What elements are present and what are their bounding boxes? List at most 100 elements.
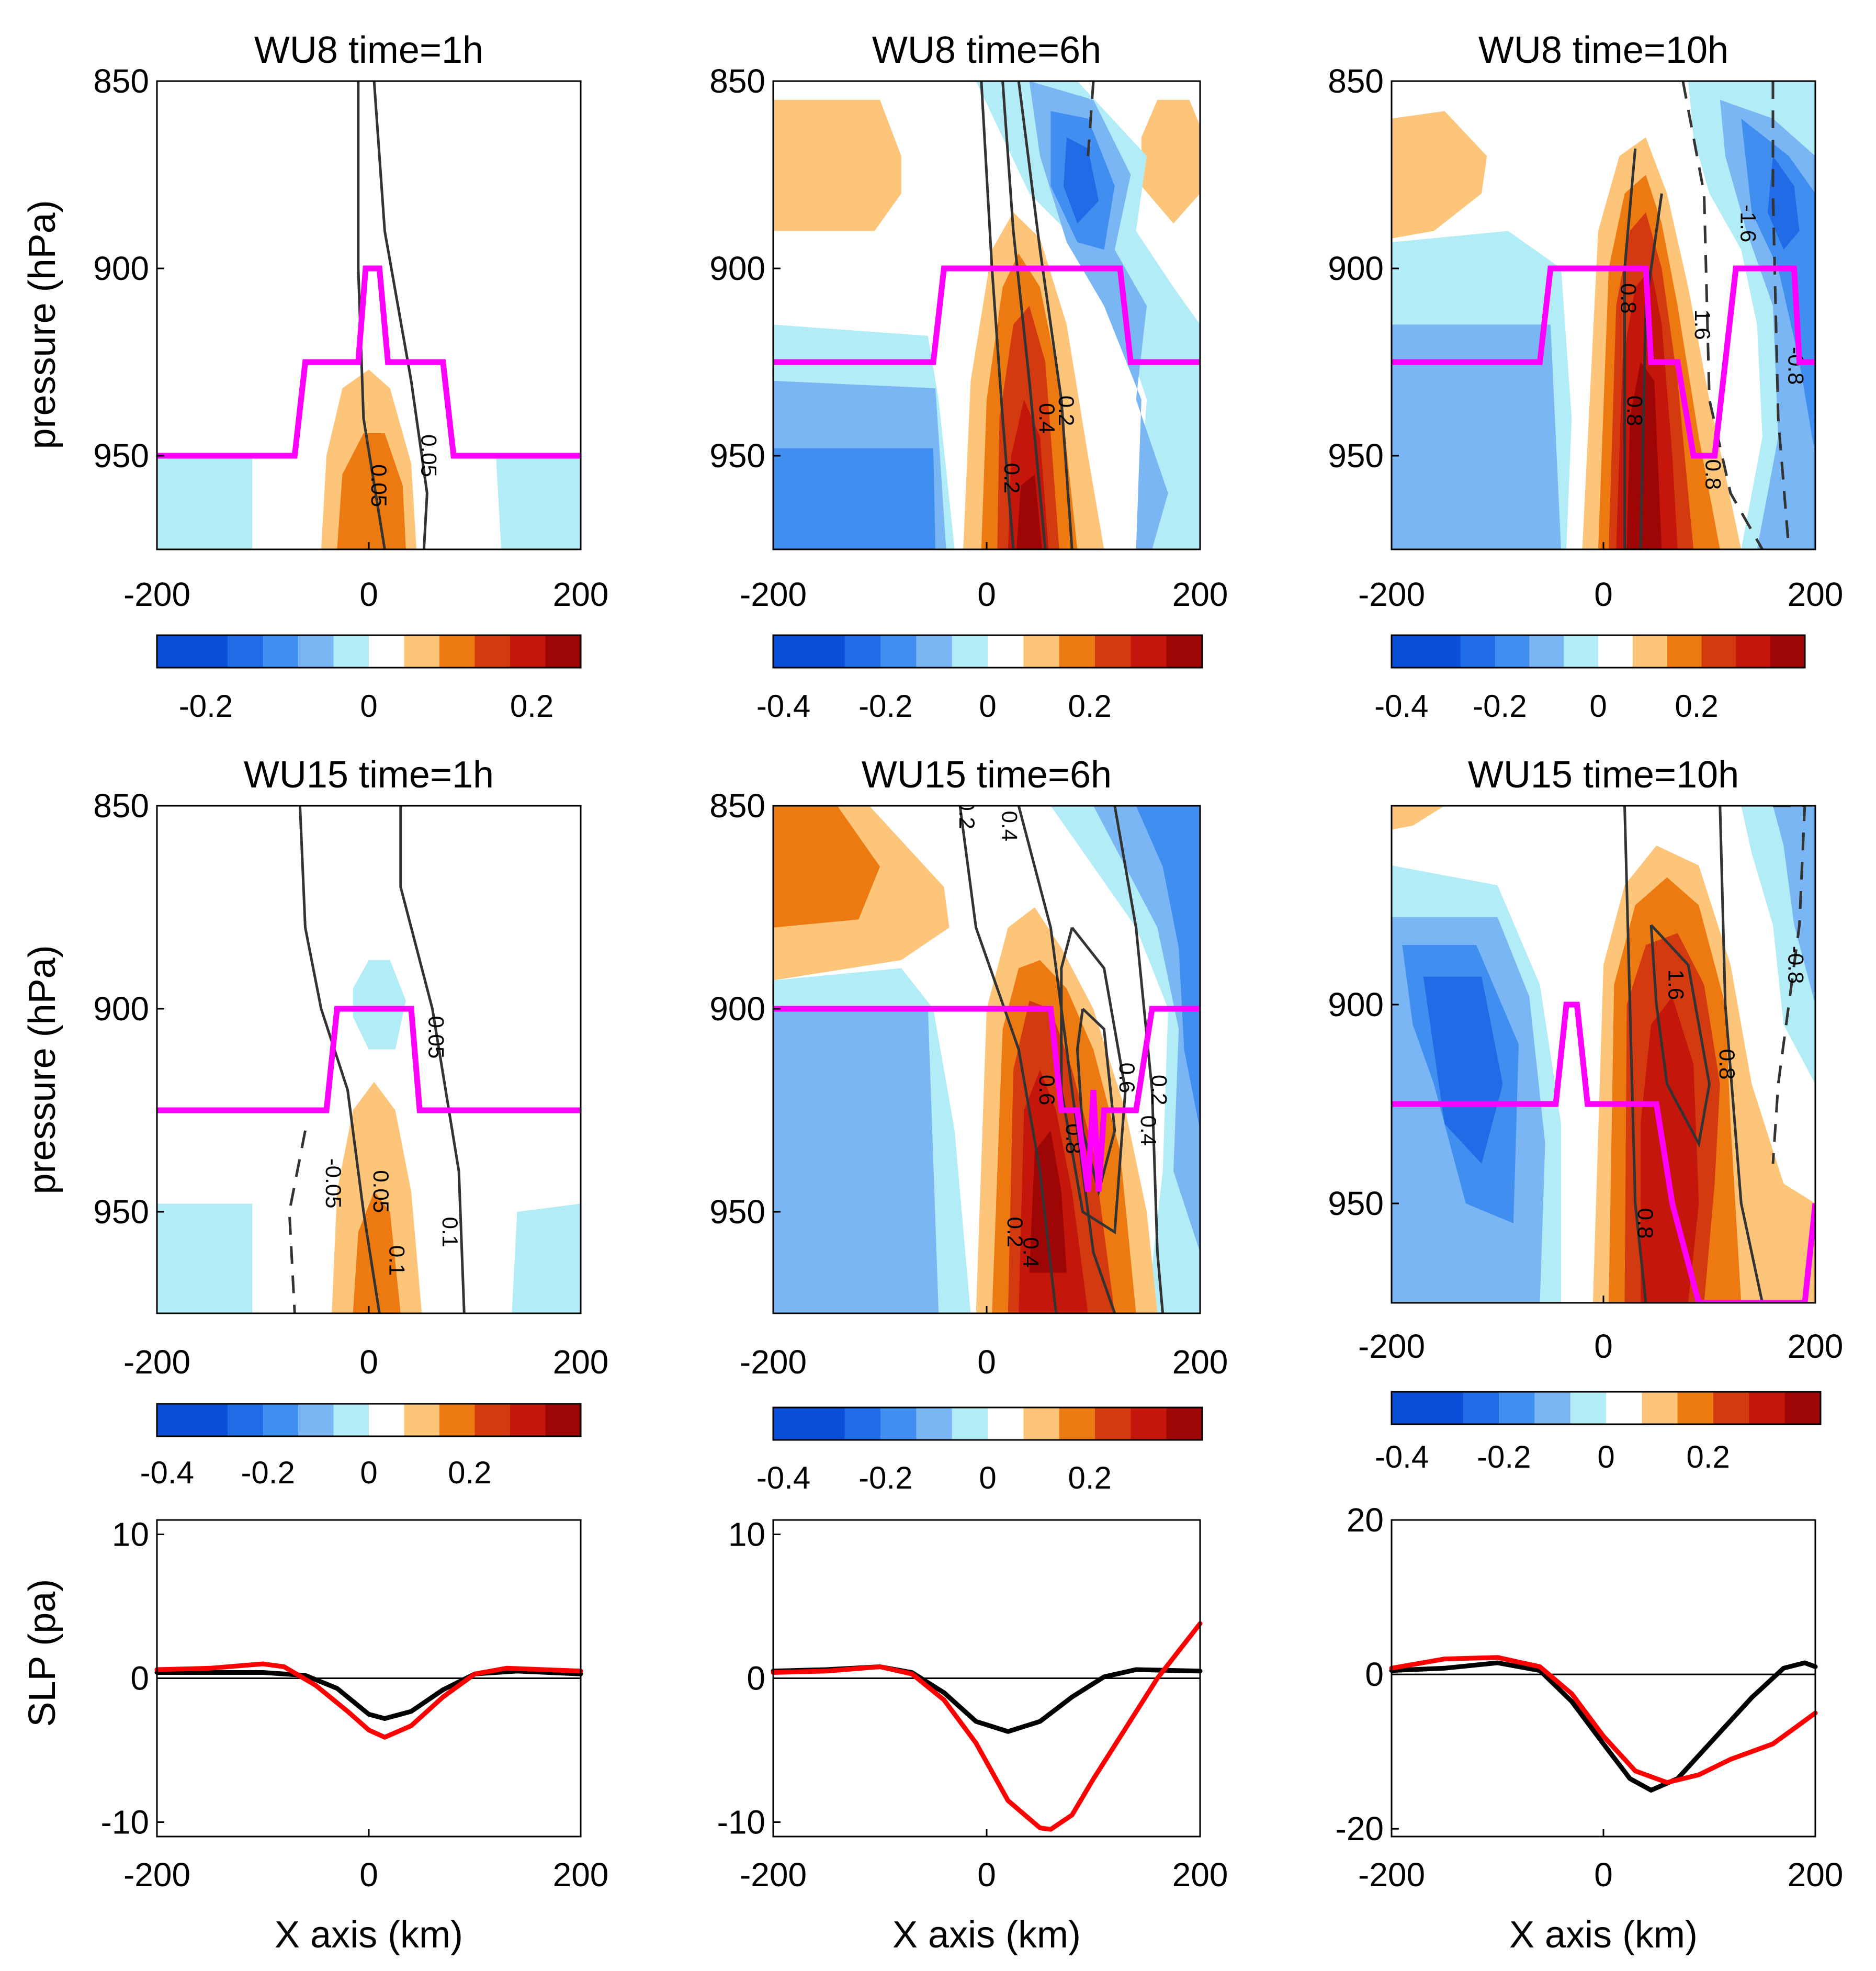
colorbar-cell — [1059, 635, 1095, 668]
colorbar-cell — [1095, 635, 1131, 668]
terrain-profile-line — [157, 265, 581, 459]
plot-area: 0.05 -0.05 0.05 0.1 0.1 — [157, 806, 581, 1313]
colorbar-cell — [1677, 1392, 1714, 1424]
contour-line-positive — [1113, 806, 1165, 1313]
plot-area: 0.20.40.2 — [773, 81, 1200, 549]
contour-line-negative — [1681, 81, 1764, 549]
plot-area: 0.2 0.40.60.80.60.40.20.20.4 — [773, 806, 1200, 1313]
colorbar-cell — [1642, 1392, 1678, 1424]
colorbar: -0.4 -0.2 0 0.2 — [140, 1403, 582, 1490]
x-tick-label: 200 — [553, 1343, 609, 1381]
contour-label: 0.8 — [1715, 1049, 1739, 1079]
colorbar-frame — [772, 634, 1203, 669]
terrain-profile-line — [1392, 265, 1815, 459]
x-tick-label: 0 — [977, 1343, 996, 1381]
colorbar-tick-label: 0.2 — [1068, 689, 1112, 724]
colorbar-cell — [298, 635, 334, 668]
colorbar-tick-label: 0.2 — [1687, 1439, 1730, 1474]
panel-title: WU8 time=6h — [872, 29, 1101, 71]
colorbar-cell — [952, 635, 988, 668]
colorbar-cell — [1392, 635, 1427, 668]
colorbar-cell — [298, 1404, 334, 1436]
colorbar: -0.2 0 0.2 — [156, 634, 582, 724]
y-tick-label: 900 — [709, 250, 765, 287]
colorbar-tick-label: -0.2 — [179, 689, 233, 724]
plot-area: 0.05 0.05 — [157, 81, 581, 549]
contour-label: -0.8 — [1783, 946, 1808, 984]
anomaly-fill-region — [773, 99, 901, 231]
anomaly-fill-region — [1392, 111, 1487, 239]
colorbar-cell — [439, 1404, 475, 1436]
colorbar-cell — [545, 635, 581, 668]
contour-panel-4: 0.05 -0.05 0.05 0.1 0.1 WU15 time=1h 850 900 950… — [21, 754, 608, 1490]
terrain-profile-line — [773, 1006, 1200, 1192]
contour-label: 0.1 — [438, 1217, 462, 1247]
x-tick-label: -200 — [1358, 1856, 1425, 1894]
colorbar-tick-label: -0.2 — [1473, 689, 1527, 724]
anomaly-fill-region — [1423, 976, 1503, 1164]
colorbar-cell — [1713, 1392, 1749, 1424]
colorbar-cell — [1564, 635, 1599, 668]
x-tick-label: -200 — [740, 1856, 807, 1894]
colorbar-tick-label: -0.4 — [756, 689, 810, 724]
colorbar-tick-label: 0 — [360, 1455, 377, 1490]
colorbar-cell — [545, 1404, 581, 1436]
y-tick-label: 900 — [1328, 986, 1384, 1023]
contour-line-negative — [1087, 81, 1095, 156]
contour-label: 0.05 — [369, 1170, 393, 1213]
colorbar-tick-label: -0.4 — [140, 1455, 194, 1490]
terrain-profile-line — [773, 265, 1200, 365]
colorbar-tick-label: 0.2 — [1068, 1460, 1112, 1495]
colorbar-cell — [1427, 1392, 1464, 1424]
contour-line-positive — [1060, 927, 1127, 1235]
plot-background — [1392, 1520, 1815, 1837]
contour-panel-1: 0.05 0.05 WU8 time=1h 850 900 950 -200 0 200 pres… — [21, 29, 608, 724]
colorbar-cell — [510, 1404, 546, 1436]
x-tick-label: -200 — [740, 576, 807, 613]
anomaly-fill-region — [1773, 806, 1815, 1005]
y-axis-label: pressure (hPa) — [21, 945, 63, 1194]
colorbar-frame — [772, 1406, 1203, 1441]
slp-series-red — [154, 1661, 583, 1740]
y-tick-label: 10 — [112, 1516, 149, 1553]
colorbar-cell — [1534, 1392, 1571, 1424]
colorbar-cell — [474, 1404, 511, 1436]
contour-label: 0.8 — [1701, 459, 1725, 490]
contour-line-positive — [980, 81, 1015, 549]
contour-label: -0.8 — [1783, 347, 1808, 385]
contour-label: 0.2 — [1003, 1217, 1027, 1247]
anomaly-fill-region — [157, 1203, 253, 1313]
anomaly-fill-region — [1767, 156, 1800, 250]
x-axis-label: X axis (km) — [892, 1914, 1081, 1956]
colorbar-tick-label: -0.4 — [756, 1460, 810, 1495]
anomaly-fill-region — [1063, 137, 1099, 224]
contour-label: 0.05 — [424, 1016, 448, 1058]
colorbar-cell — [988, 635, 1024, 668]
colorbar-frame — [156, 1403, 582, 1437]
y-tick-label: 900 — [93, 250, 149, 287]
x-tick-label: 200 — [1172, 1856, 1228, 1894]
y-tick-label: 900 — [709, 990, 765, 1028]
y-tick-label: 0 — [747, 1660, 765, 1697]
x-tick-label: 0 — [977, 576, 996, 613]
x-tick-label: 0 — [1594, 1327, 1613, 1365]
colorbar-cell — [844, 635, 881, 668]
anomaly-fill-region — [1392, 324, 1561, 549]
colorbar-cell — [157, 635, 193, 668]
colorbar-cell — [1749, 1392, 1785, 1424]
colorbar-cell — [510, 635, 546, 668]
slp-panel-2: -10 0 10 -200 0 200 X axis (km) — [717, 1516, 1228, 1956]
colorbar-cell — [988, 1407, 1024, 1440]
colorbar-cell — [1131, 1407, 1167, 1440]
y-tick-label: 850 — [1328, 62, 1384, 100]
contour-label: 0.8 — [1616, 283, 1641, 313]
colorbar-cell — [1095, 1407, 1131, 1440]
colorbar-tick-label: 0.2 — [1675, 689, 1718, 724]
colorbar-cell — [1667, 635, 1702, 668]
x-tick-label: 200 — [1788, 1856, 1844, 1894]
colorbar-cell — [1131, 635, 1167, 668]
contour-label: 1.6 — [1690, 309, 1715, 340]
